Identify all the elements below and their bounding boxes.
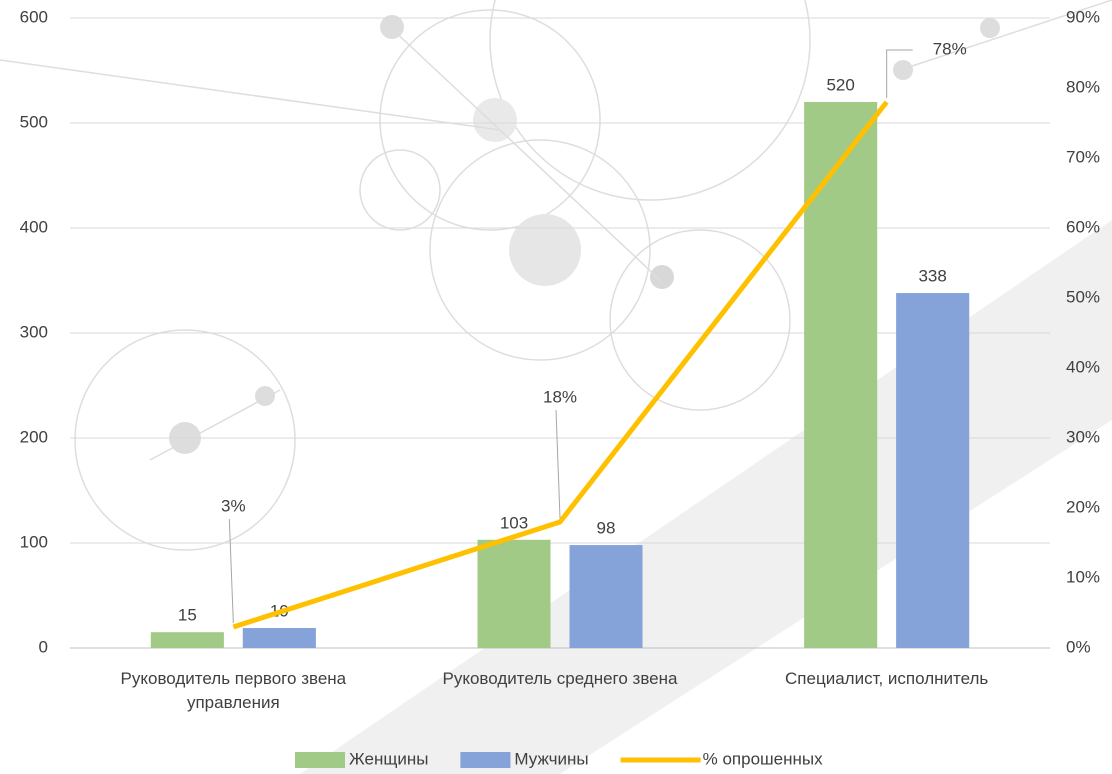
y2-tick-label: 20% <box>1066 497 1100 516</box>
data-label: 98 <box>597 519 616 538</box>
x-tick-label: Руководитель среднего звена <box>442 669 678 688</box>
x-tick-label: Руководитель первого звена управления <box>120 669 347 712</box>
legend-swatch-stripes <box>295 752 345 768</box>
y2-tick-label: 40% <box>1066 357 1100 376</box>
y-tick-label: 300 <box>20 322 48 341</box>
bar <box>477 539 551 648</box>
y-tick-label: 200 <box>20 427 48 446</box>
bar <box>804 102 878 648</box>
line <box>232 100 889 630</box>
legend-label: Мужчины <box>514 749 588 768</box>
y2-tick-label: 50% <box>1066 287 1100 306</box>
y2-tick-label: 90% <box>1066 7 1100 26</box>
y2-tick-label: 30% <box>1066 427 1100 446</box>
y2-tick-label: 10% <box>1066 567 1100 586</box>
data-label: 15 <box>178 606 197 625</box>
data-label: 3% <box>221 496 246 515</box>
y2-tick-label: 0% <box>1066 637 1091 656</box>
leader-line <box>886 49 913 98</box>
bar <box>242 628 316 648</box>
y-tick-label: 400 <box>20 217 48 236</box>
y2-tick-label: 60% <box>1066 217 1100 236</box>
y2-tick-label: 70% <box>1066 147 1100 166</box>
y-tick-label: 0 <box>39 637 48 656</box>
legend-label: % опрошенных <box>703 749 823 768</box>
bar <box>569 545 643 648</box>
leader-line <box>555 409 561 519</box>
data-label: 78% <box>933 39 967 58</box>
x-tick-label: Специалист, исполнитель <box>785 669 989 688</box>
legend-label: Женщины <box>349 749 428 768</box>
leader-line <box>228 518 234 624</box>
y-tick-label: 100 <box>20 532 48 551</box>
y-tick-label: 500 <box>20 112 48 131</box>
data-label: 338 <box>918 267 946 286</box>
bar <box>896 293 970 648</box>
data-label: 520 <box>826 75 854 94</box>
y-tick-label: 600 <box>20 7 48 26</box>
legend-swatch-stripes <box>460 752 511 768</box>
y2-tick-label: 80% <box>1066 77 1100 96</box>
data-label: 18% <box>543 387 577 406</box>
bar <box>150 632 224 648</box>
data-label: 103 <box>500 513 528 532</box>
